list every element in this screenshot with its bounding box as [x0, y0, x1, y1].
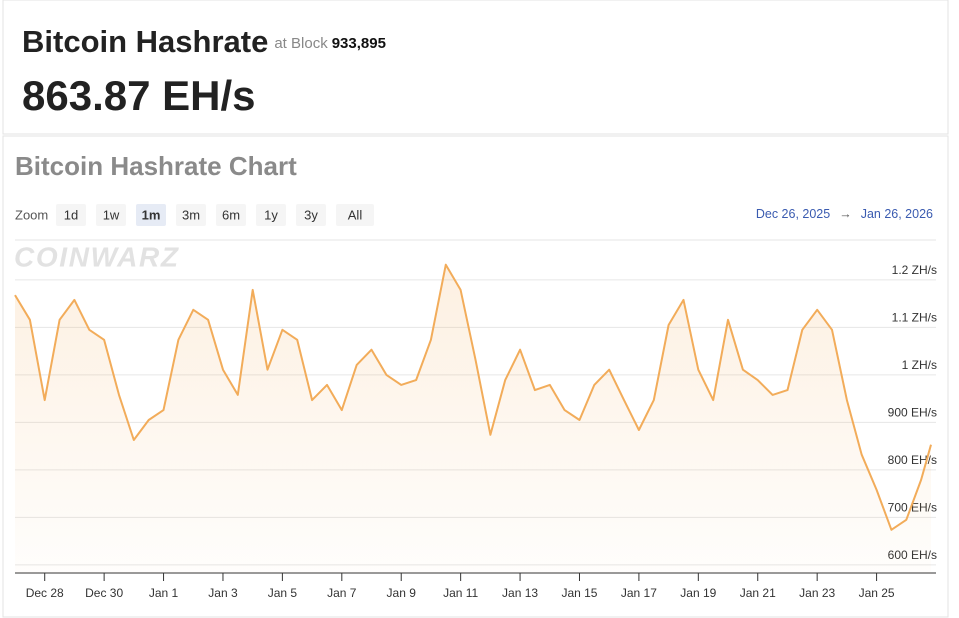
x-tick-label: Jan 3 — [208, 586, 238, 600]
x-tick-label: Jan 15 — [561, 586, 597, 600]
x-tick-label: Dec 28 — [26, 586, 64, 600]
zoom-button[interactable] — [96, 204, 126, 226]
zoom-button-label[interactable]: 1d — [64, 207, 78, 222]
range-from[interactable]: Dec 26, 2025 — [756, 207, 830, 221]
zoom-button[interactable] — [256, 204, 286, 226]
zoom-label: Zoom — [15, 207, 48, 222]
page-title: Bitcoin Hashrate — [22, 24, 268, 59]
block-label: at Block — [274, 35, 328, 52]
zoom-button-label[interactable]: 3m — [182, 207, 200, 222]
x-tick-label: Jan 1 — [149, 586, 179, 600]
x-tick-label: Jan 13 — [502, 586, 538, 600]
x-tick-label: Jan 7 — [327, 586, 357, 600]
zoom-button-label[interactable]: 1m — [142, 207, 161, 222]
x-tick-label: Jan 5 — [268, 586, 298, 600]
range-arrow: → — [839, 207, 852, 221]
zoom-button[interactable] — [336, 204, 374, 226]
zoom-button-label[interactable]: 6m — [222, 207, 240, 222]
date-range: Dec 26, 2025 → Jan 26, 2026 — [756, 207, 933, 221]
y-tick-label: 1 ZH/s — [902, 358, 937, 372]
zoom-button[interactable] — [296, 204, 326, 226]
x-tick-label: Jan 25 — [859, 586, 895, 600]
x-tick-label: Jan 19 — [680, 586, 716, 600]
range-to[interactable]: Jan 26, 2026 — [861, 207, 933, 221]
hashrate-line — [14, 263, 932, 531]
header-line: Bitcoin Hashrate at Block 933,895 — [22, 24, 386, 59]
x-tick-label: Jan 11 — [443, 586, 478, 600]
x-tick-label: Jan 21 — [740, 586, 776, 600]
zoom-button-label[interactable]: 3y — [304, 207, 318, 222]
y-tick-label: 900 EH/s — [888, 406, 937, 420]
header-panel — [2, 0, 949, 135]
zoom-button-label[interactable]: 1y — [264, 207, 278, 222]
x-tick-label: Jan 23 — [799, 586, 835, 600]
y-tick-label: 1.2 ZH/s — [892, 263, 937, 277]
area-fill — [15, 264, 932, 573]
zoom-button-label[interactable]: 1w — [103, 207, 120, 222]
x-tick-label: Jan 17 — [621, 586, 657, 600]
block-number: 933,895 — [332, 35, 386, 52]
zoom-button[interactable] — [136, 204, 166, 226]
zoom-button[interactable] — [216, 204, 246, 226]
zoom-button[interactable] — [176, 204, 206, 226]
zoom-button-label[interactable]: All — [348, 207, 363, 222]
x-tick-label: Dec 30 — [85, 586, 123, 600]
x-tick-label: Jan 9 — [387, 586, 417, 600]
watermark: COINWARZ — [14, 241, 179, 272]
zoom-button[interactable] — [56, 204, 86, 226]
hashrate-value: 863.87 EH/s — [22, 72, 256, 119]
y-tick-label: 1.1 ZH/s — [892, 311, 937, 325]
chart-title: Bitcoin Hashrate Chart — [15, 151, 297, 181]
